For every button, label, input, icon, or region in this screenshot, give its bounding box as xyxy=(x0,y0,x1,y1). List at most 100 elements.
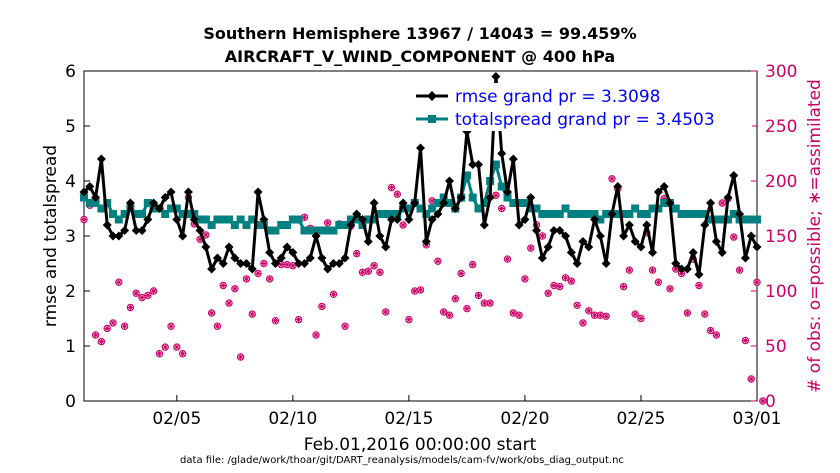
obs-possible-point xyxy=(759,397,767,405)
rmse-point xyxy=(694,270,704,279)
rmse-point xyxy=(386,215,396,224)
obs-assimilated-point xyxy=(487,300,494,307)
totalspread-point xyxy=(689,210,698,218)
totalspread-point xyxy=(491,160,500,169)
rmse-point xyxy=(439,198,449,208)
y-axis-label: rmse and totalspread xyxy=(41,145,61,327)
obs-possible-point xyxy=(556,282,564,291)
rmse-point xyxy=(555,226,565,235)
obs-assimilated-point xyxy=(295,316,302,323)
obs-possible-point xyxy=(631,310,639,318)
rmse-point xyxy=(619,231,629,241)
rmse-point xyxy=(85,182,95,191)
totalspread-point xyxy=(114,215,123,224)
rmse-point xyxy=(346,220,356,230)
obs-assimilated-point xyxy=(162,344,169,351)
rmse-point xyxy=(642,220,652,230)
totalspread-point xyxy=(91,199,100,207)
rmse-point xyxy=(630,237,640,246)
totalspread-point xyxy=(706,215,715,224)
obs-possible-point xyxy=(602,312,610,320)
rmse-point xyxy=(404,215,414,224)
obs-assimilated-point xyxy=(579,319,586,326)
rmse-point xyxy=(526,193,536,202)
obs-assimilated-point xyxy=(458,270,465,277)
totalspread-point xyxy=(636,210,645,218)
obs-assimilated-point xyxy=(440,308,447,315)
rmse-point xyxy=(584,242,594,252)
obs-assimilated-point xyxy=(498,205,505,212)
totalspread-point xyxy=(300,226,309,235)
totalspread-point xyxy=(213,215,222,224)
obs-assimilated-point xyxy=(469,261,476,268)
totalspread-point xyxy=(555,210,564,218)
obs-assimilated-point xyxy=(266,275,273,282)
totalspread-point xyxy=(364,215,373,224)
obs-possible-point xyxy=(573,301,581,309)
rmse-point xyxy=(450,204,460,213)
obs-assimilated-point xyxy=(620,283,627,290)
obs-assimilated-point xyxy=(371,262,378,269)
obs-possible-point xyxy=(109,319,117,327)
rmse-point xyxy=(230,253,240,263)
rmse-point xyxy=(665,198,675,208)
obs-possible-point xyxy=(254,269,262,278)
obs-assimilated-point xyxy=(382,308,389,315)
totalspread-point xyxy=(549,210,558,218)
obs-possible-point xyxy=(695,281,703,290)
obs-assimilated-point xyxy=(545,290,552,297)
rmse-point xyxy=(682,264,692,274)
obs-possible-point xyxy=(213,322,222,330)
obs-assimilated-point xyxy=(429,197,436,204)
rmse-point xyxy=(91,193,101,202)
rmse-point xyxy=(456,193,466,202)
rmse-point xyxy=(236,259,246,268)
rmse-point xyxy=(468,160,478,169)
totalspread-point xyxy=(573,210,582,218)
rmse-point xyxy=(218,259,228,268)
obs-assimilated-point xyxy=(318,303,325,310)
obs-assimilated-point xyxy=(173,344,180,351)
y-axis-label-right: # of obs: o=possible; ∗=assimilated xyxy=(805,79,825,393)
rmse-point xyxy=(166,187,176,197)
legend-marker-totalspread xyxy=(428,115,436,123)
y-tick-label-right: 300 xyxy=(765,62,797,82)
totalspread-point xyxy=(265,226,274,235)
totalspread-point xyxy=(120,210,129,218)
totalspread-point xyxy=(497,182,506,191)
totalspread-point xyxy=(404,204,413,213)
rmse-point xyxy=(735,209,745,219)
rmse-point xyxy=(613,182,623,191)
obs-possible-point xyxy=(97,337,106,346)
obs-assimilated-point xyxy=(684,310,691,316)
obs-possible-point xyxy=(463,304,471,313)
totalspread-point xyxy=(723,215,732,224)
obs-assimilated-point xyxy=(376,269,383,276)
obs-possible-point xyxy=(161,343,169,351)
rmse-point xyxy=(607,209,617,219)
totalspread-point xyxy=(399,204,408,213)
rmse-point xyxy=(421,237,431,246)
rmse-point xyxy=(189,215,199,224)
obs-assimilated-point xyxy=(353,250,360,257)
totalspread-point xyxy=(323,226,332,235)
rmse-point xyxy=(108,231,118,241)
obs-assimilated-point xyxy=(289,262,296,269)
obs-assimilated-point xyxy=(516,312,523,319)
obs-possible-point xyxy=(585,307,593,315)
obs-assimilated-point xyxy=(156,350,163,357)
rmse-point xyxy=(729,171,739,180)
obs-assimilated-point xyxy=(661,195,668,202)
totalspread-point xyxy=(631,204,640,213)
obs-possible-point xyxy=(80,215,88,224)
obs-assimilated-point xyxy=(220,282,227,289)
y-tick-label-right: 50 xyxy=(765,337,787,357)
totalspread-point xyxy=(642,210,651,218)
obs-possible-point xyxy=(155,350,164,358)
obs-possible-point xyxy=(579,319,587,327)
rmse-point xyxy=(398,198,408,208)
obs-possible-point xyxy=(120,322,129,330)
rmse-point xyxy=(102,220,112,230)
totalspread-point xyxy=(422,210,431,218)
obs-possible-point xyxy=(492,191,500,200)
